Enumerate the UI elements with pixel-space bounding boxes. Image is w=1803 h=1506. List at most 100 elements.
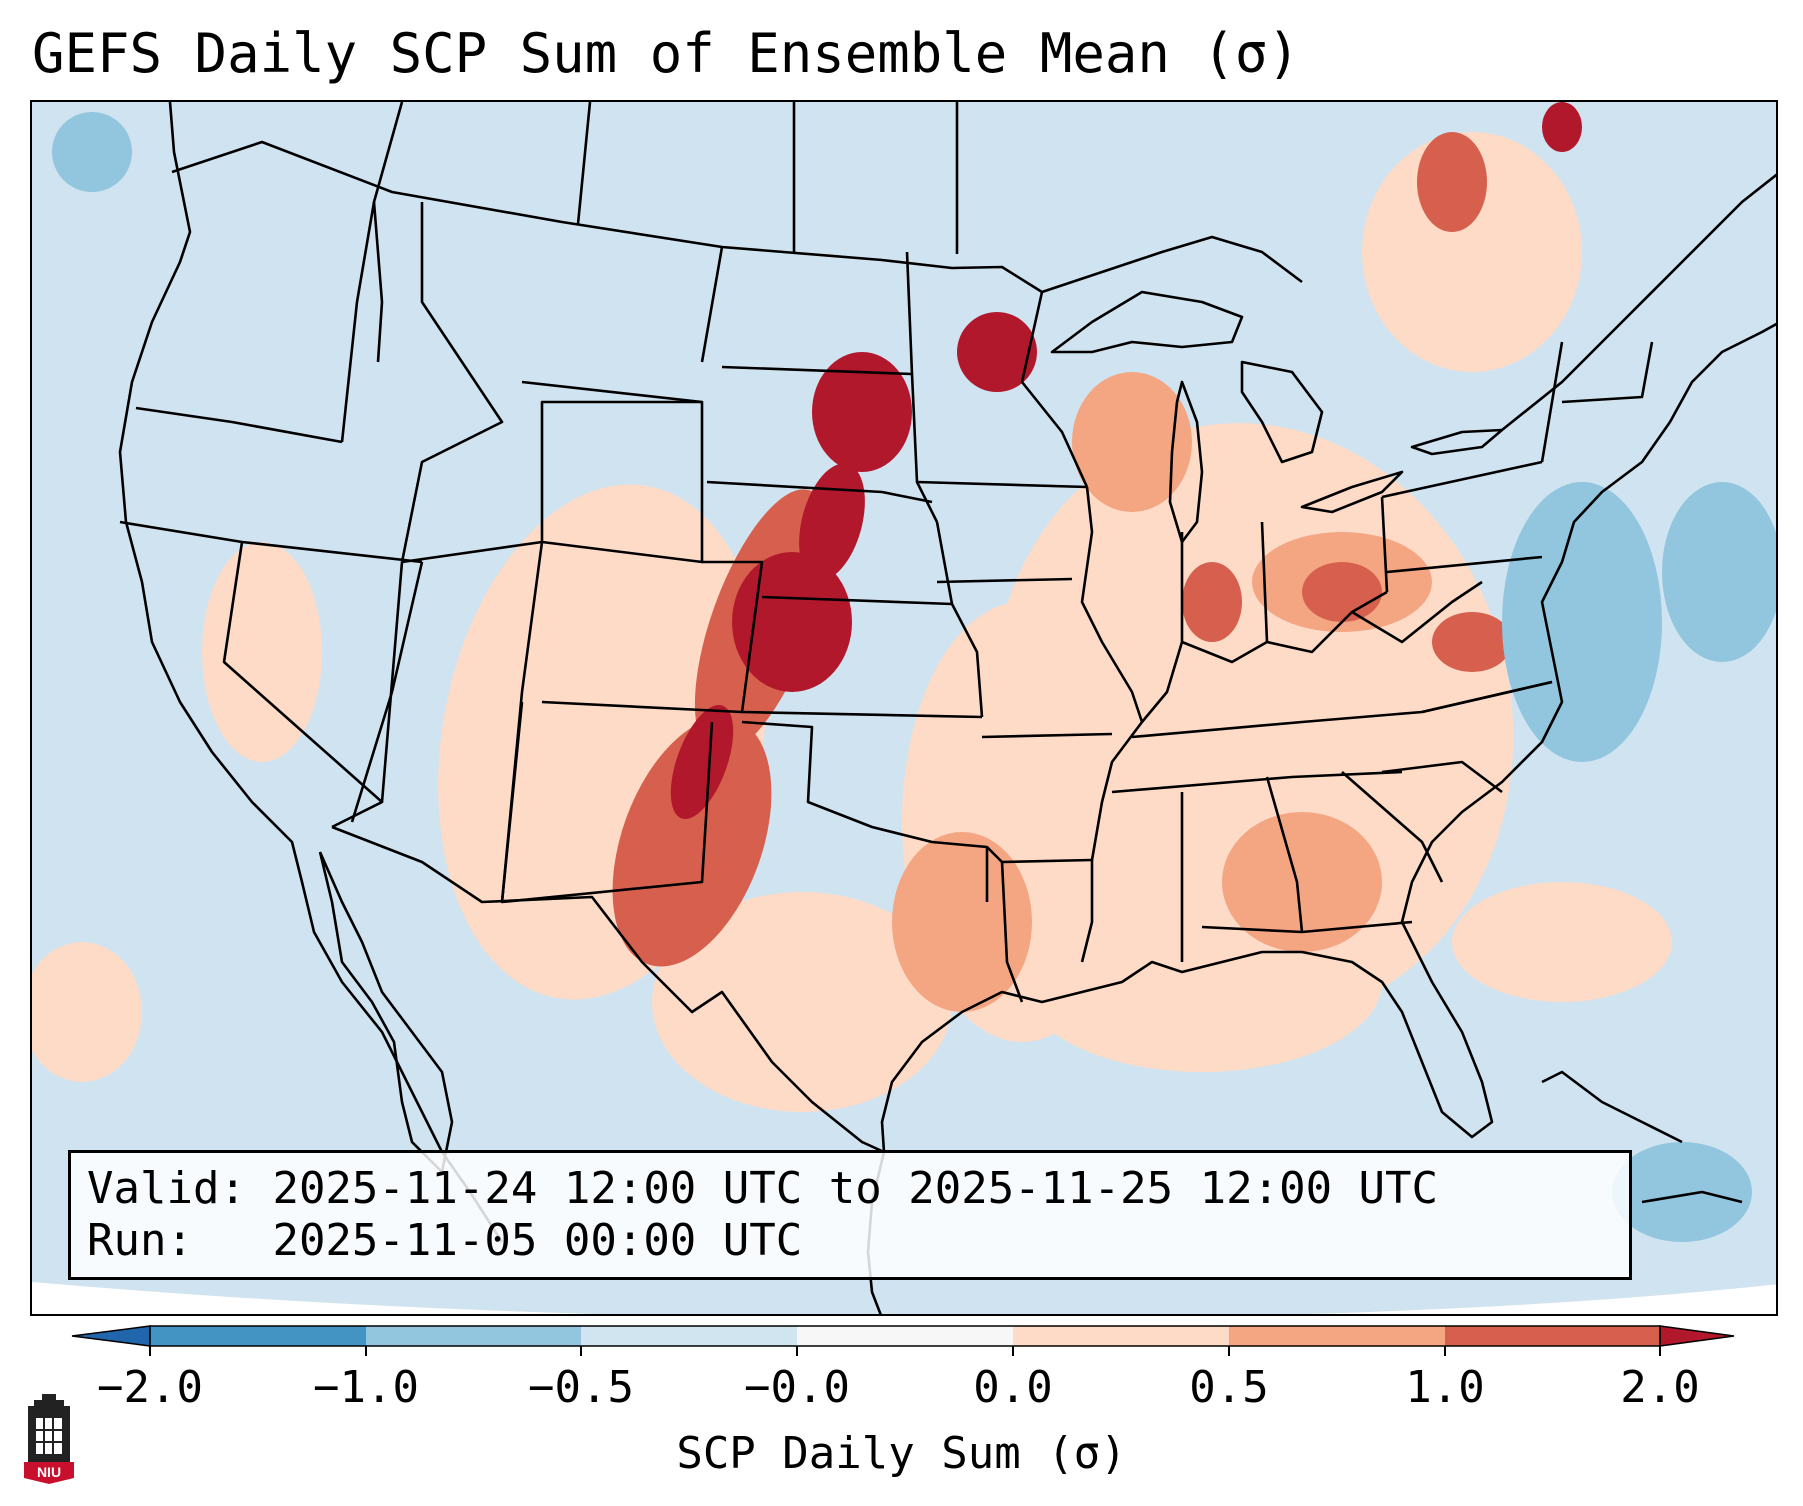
lake-ontario: [1410, 428, 1504, 456]
state-tn-south: [1111, 770, 1403, 794]
projection-edge-right: [1307, 1284, 1776, 1314]
field-patch-20: [812, 352, 912, 472]
field-patch-21: [799, 463, 865, 581]
run-label: Run:: [87, 1215, 193, 1266]
colorbar-extend-low: [71, 1325, 151, 1347]
state-dakotas-mn: [905, 251, 939, 523]
niu-logo: NIU: [24, 1394, 74, 1484]
state-tx-la: [986, 846, 1024, 1003]
state-wa-or: [135, 406, 343, 444]
state-mt-wy: [521, 380, 703, 404]
state-oh-pa: [1380, 496, 1389, 593]
run-line: Run: 2025-11-05 00:00 UTC: [87, 1215, 1613, 1267]
state-mn-ia: [916, 480, 1088, 489]
colorbar-bin-3: [581, 1326, 797, 1346]
field-patch-5: [1452, 882, 1672, 1002]
lake-superior: [1050, 290, 1244, 354]
field-patch-25: [1502, 482, 1662, 762]
state-ks-ok: [741, 710, 983, 719]
field-patch-12: [1072, 372, 1192, 512]
state-va-nc: [1421, 680, 1553, 714]
scp-field: [32, 102, 1776, 1242]
state-nm-border: [500, 701, 714, 904]
colorbar-tick-label: 1.0: [1405, 1362, 1484, 1413]
field-patch-13: [612, 717, 772, 967]
us-canada-border: [171, 140, 1303, 294]
state-ne-ia-mo: [935, 521, 984, 718]
field-patch-16: [1182, 562, 1242, 642]
state-pa-ny: [1381, 460, 1543, 499]
field-patch-23: [670, 704, 734, 820]
field-patch-28: [52, 112, 132, 192]
state-ny-new-england: [1540, 341, 1564, 463]
state-wi-mn: [1020, 291, 1089, 488]
lake-erie: [1300, 470, 1404, 514]
field-patch-8: [32, 942, 142, 1082]
florida-keys-islands: [1541, 1070, 1683, 1144]
field-patch-19: [732, 552, 852, 692]
field-patch-26: [1662, 482, 1776, 662]
state-id-ut-wy: [401, 400, 704, 564]
state-nc-sc: [1381, 760, 1503, 794]
state-co-border: [541, 560, 764, 714]
colorbar-tick-label: 0.0: [973, 1362, 1052, 1413]
colorbar-bin-6: [1229, 1326, 1445, 1346]
field-patch-17: [1432, 612, 1512, 672]
map-canvas: [32, 102, 1776, 1314]
state-new-england: [1561, 341, 1654, 404]
colorbar-bin-4: [797, 1326, 1013, 1346]
field-patch-27: [1612, 1142, 1752, 1242]
state-sd-ne: [706, 480, 933, 504]
colorbar-tick-label: −0.0: [744, 1362, 850, 1413]
logo-text: NIU: [37, 1464, 61, 1480]
colorbar-bin-1: [150, 1326, 366, 1346]
valid-label: Valid:: [87, 1163, 246, 1214]
colorbar-bin-7: [1445, 1326, 1660, 1346]
valid-line: Valid: 2025-11-24 12:00 UTC to 2025-11-2…: [87, 1163, 1613, 1215]
state-ia-mo: [936, 577, 1073, 584]
state-oh-ky: [1181, 590, 1388, 664]
colorbar-tick-label: −1.0: [313, 1362, 419, 1413]
colorbar-label: SCP Daily Sum (σ): [676, 1428, 1127, 1479]
field-patch-10: [1222, 812, 1382, 952]
state-mt-nd: [700, 246, 724, 363]
colorbar-tick-label: −0.5: [528, 1362, 634, 1413]
chart-title: GEFS Daily SCP Sum of Ensemble Mean (σ): [32, 22, 1300, 85]
field-patch-24: [1542, 102, 1582, 152]
valid-time: 2025-11-24 12:00 UTC to 2025-11-25 12:00…: [272, 1163, 1439, 1214]
lake-huron: [1240, 360, 1324, 464]
state-ne-ks: [761, 595, 953, 606]
field-patch-22: [957, 312, 1037, 392]
colorbar-tick-label: 2.0: [1620, 1362, 1699, 1413]
state-nd-sd: [721, 365, 913, 376]
field-patch-18: [1417, 132, 1487, 232]
run-time: 2025-11-05 00:00 UTC: [272, 1215, 803, 1266]
canada-maritime: [1668, 322, 1776, 423]
state-ga-fl: [1201, 920, 1413, 934]
coastline-northeast: [880, 421, 1672, 1153]
colorbar-tick-label: −2.0: [97, 1362, 203, 1413]
state-ar-la: [1001, 858, 1093, 864]
validity-info-box: Valid: 2025-11-24 12:00 UTC to 2025-11-2…: [68, 1150, 1632, 1280]
state-in-oh: [1260, 521, 1269, 643]
colorbar-bin-5: [1013, 1326, 1229, 1346]
state-az-nm: [380, 561, 404, 803]
colorbar-extend-high: [1659, 1325, 1735, 1347]
field-patch-7: [202, 542, 322, 762]
political-boundaries: [118, 102, 1776, 1314]
st-lawrence: [1501, 173, 1776, 432]
field-patch-6: [1362, 132, 1582, 372]
province-line-1: [372, 102, 404, 363]
colorbar-bin-2: [366, 1326, 581, 1346]
state-il-in: [1141, 532, 1184, 723]
map-panel: [30, 100, 1778, 1316]
caribbean-islands: [1641, 1190, 1743, 1204]
state-id-mt: [400, 202, 504, 563]
field-patch-3: [652, 892, 952, 1112]
field-patch-11: [892, 832, 1032, 1012]
state-wv: [1351, 580, 1483, 644]
state-pa-south: [1386, 555, 1543, 574]
state-ga-sc: [1341, 771, 1444, 883]
projection-edge-left: [32, 1282, 596, 1314]
